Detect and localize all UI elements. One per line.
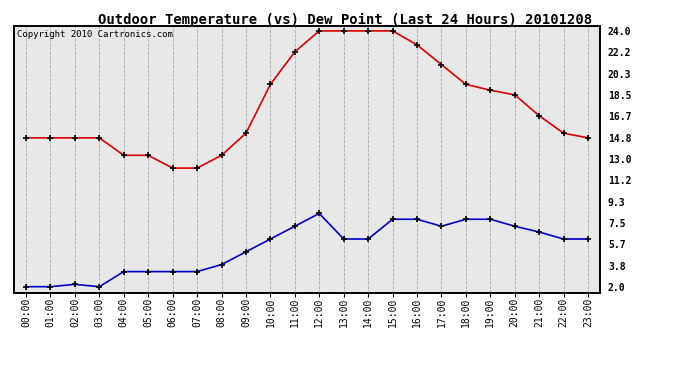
Text: Copyright 2010 Cartronics.com: Copyright 2010 Cartronics.com	[17, 30, 172, 39]
Text: Outdoor Temperature (vs) Dew Point (Last 24 Hours) 20101208: Outdoor Temperature (vs) Dew Point (Last…	[98, 13, 592, 27]
